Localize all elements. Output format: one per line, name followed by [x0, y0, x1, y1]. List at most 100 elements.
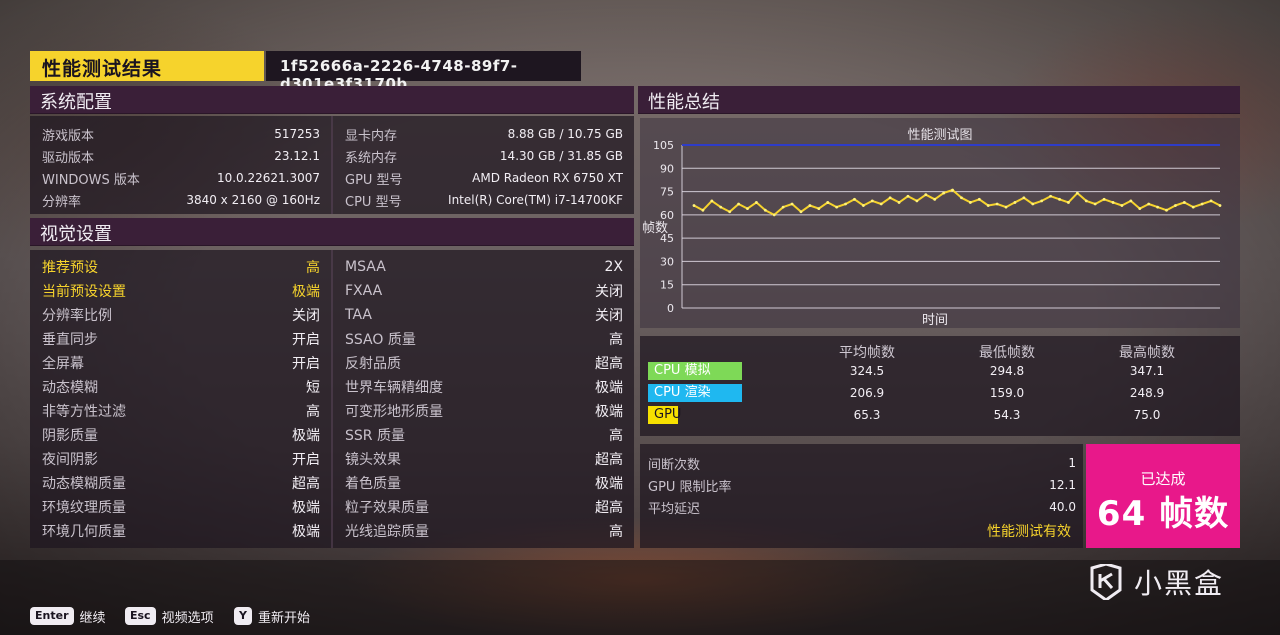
setting-label: 垂直同步: [42, 332, 98, 348]
setting-value: Intel(R) Core(TM) i7-14700KF: [448, 193, 623, 207]
summary-stat-value: 40.0: [1049, 500, 1076, 514]
setting-row: CPU 型号 Intel(R) Core(TM) i7-14700KF: [345, 189, 623, 211]
fps-data-point: [817, 207, 821, 211]
fps-data-point: [1022, 196, 1026, 200]
fps-data-point: [799, 210, 803, 214]
continue-control[interactable]: Enter 继续: [30, 605, 106, 627]
stats-column-header: 最低帧数: [979, 345, 1035, 361]
fps-data-point: [1129, 199, 1133, 203]
visual-settings-right: MSAA 2X FXAA 关闭 TAA 关闭 SSAO 质量高反射品质 超高 世界车辆精细度 极端…: [345, 255, 623, 543]
fps-data-point: [710, 199, 714, 203]
setting-row: SSAO 质量 高: [345, 327, 623, 351]
setting-label: WINDOWS 版本: [42, 172, 140, 188]
fps-data-point: [1200, 202, 1204, 206]
setting-label: 显卡内存: [345, 128, 398, 144]
setting-row: 动态模糊质量 超高: [42, 471, 320, 495]
stats-row-label: GPU: [648, 406, 681, 424]
y-tick-label: 60: [660, 209, 674, 222]
fps-data-point: [1058, 197, 1061, 201]
fps-data-point: [879, 202, 883, 206]
summary-stat-label: 间断次数: [648, 457, 701, 473]
fps-data-point: [1147, 202, 1151, 206]
stats-value: 159.0: [989, 386, 1025, 400]
video-options-label: 视频选项: [161, 610, 214, 626]
setting-value: 高: [306, 260, 320, 276]
setting-row: 游戏版本 517253: [42, 123, 320, 145]
brand-name: 小黑盒: [1134, 567, 1225, 600]
fps-data-point: [1191, 205, 1195, 209]
fps-data-point: [826, 201, 830, 204]
summary-stat-value: 1: [1068, 456, 1076, 470]
brand-watermark: 小黑盒: [1086, 562, 1224, 602]
visual-settings-left: 推荐预设高当前预设设置 极端 分辨率比例 关闭 垂直同步 开启 全屏幕 开启 动态模糊短非等方性…: [42, 255, 320, 543]
fps-data-point: [1013, 201, 1017, 204]
fps-data-point: [772, 213, 776, 217]
setting-row: 显卡内存 8.88 GB / 10.75 GB: [345, 123, 623, 145]
y-key-icon: Y: [234, 607, 252, 625]
summary-stat-row: 间断次数 1: [648, 452, 1076, 474]
fps-data-point: [1102, 197, 1106, 201]
setting-value: 极端: [595, 380, 623, 396]
fps-data-point: [1138, 207, 1142, 211]
setting-label: 环境几何质量: [42, 524, 126, 540]
fps-data-point: [933, 197, 937, 201]
graph-title: 性能测试图: [907, 128, 973, 143]
setting-value: 高: [609, 332, 623, 348]
setting-value: 高: [609, 428, 623, 444]
fps-data-point: [951, 188, 954, 192]
setting-row: 系统内存 14.30 GB / 31.85 GB: [345, 145, 623, 167]
setting-label: 粒子效果质量: [345, 500, 429, 516]
setting-label: CPU 型号: [345, 194, 402, 210]
setting-value: 关闭: [595, 284, 623, 300]
stats-value: 54.3: [993, 408, 1021, 422]
achieved-fps: 64 帧数: [1096, 494, 1230, 534]
setting-value: 2X: [604, 259, 624, 275]
setting-row: SSR 质量 高: [345, 423, 623, 447]
setting-label: 推荐预设: [42, 260, 98, 276]
summary-stat-row: GPU 限制比率 12.1: [648, 474, 1076, 496]
y-axis-label: 帧数: [642, 221, 668, 236]
setting-label: SSR 质量: [345, 428, 405, 444]
setting-value: 超高: [595, 500, 623, 516]
setting-row: 阴影质量 极端: [42, 423, 320, 447]
setting-row: GPU 型号 AMD Radeon RX 6750 XT: [345, 167, 623, 189]
setting-value: 23.12.1: [274, 149, 320, 163]
fps-data-point: [737, 202, 740, 206]
setting-row: 环境纹理质量 极端: [42, 495, 320, 519]
setting-label: 分辨率: [42, 194, 82, 210]
setting-label: 游戏版本: [42, 128, 95, 144]
video-options-control[interactable]: Esc 视频选项: [125, 605, 214, 627]
fps-data-point: [1182, 201, 1186, 204]
fps-data-point: [906, 194, 910, 198]
fps-data-point: [861, 204, 865, 207]
fps-data-point: [977, 197, 981, 201]
setting-value: 开启: [292, 452, 320, 468]
summary-stat-row: 平均延迟 40.0: [648, 496, 1076, 518]
setting-label: 阴影质量: [42, 428, 98, 444]
setting-label: 动态模糊质量: [42, 476, 126, 492]
fps-stats-table: 平均帧数 最低帧数 最高帧数 CPU 模拟 324.5 294.8 347.1 CPU 渲染 2…: [640, 336, 1240, 436]
setting-row: 可变形地形质量 极端: [345, 399, 623, 423]
setting-value: 极端: [292, 284, 320, 300]
setting-label: 反射品质: [345, 356, 401, 372]
fps-data-point: [1004, 205, 1008, 209]
fps-data-point: [781, 205, 785, 209]
setting-label: 环境纹理质量: [42, 500, 126, 516]
restart-control[interactable]: Y 重新开始: [234, 605, 310, 627]
stats-value: 206.9: [849, 386, 885, 400]
y-tick-label: 105: [653, 139, 674, 152]
fps-data-point: [1209, 199, 1213, 203]
setting-value: 短: [306, 380, 320, 396]
visual-settings-header: 视觉设置: [30, 218, 634, 246]
setting-label: 驱动版本: [42, 150, 95, 166]
fps-data-point: [1165, 208, 1168, 212]
benchmark-valid-text: 性能测试有效: [987, 524, 1071, 540]
system-config-right: 显卡内存 8.88 GB / 10.75 GB 系统内存 14.30 GB / 31.…: [345, 123, 623, 211]
enter-key-icon: Enter: [30, 607, 74, 625]
divider: [331, 116, 333, 214]
setting-label: GPU 型号: [345, 172, 403, 188]
fps-data-point: [746, 207, 749, 211]
summary-stat-label: GPU 限制比率: [648, 479, 732, 495]
setting-row: 非等方性过滤 高: [42, 399, 320, 423]
